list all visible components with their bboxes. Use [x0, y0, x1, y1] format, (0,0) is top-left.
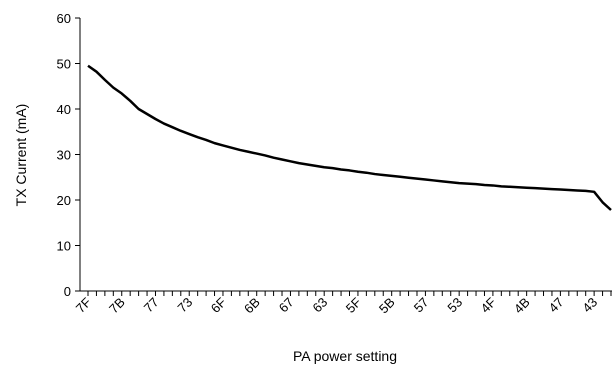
series-line	[87, 64, 612, 211]
x-tick-label: 57	[411, 295, 432, 316]
x-tick-label: 5F	[343, 294, 364, 315]
x-ticks: 7F 7B 77 73 6F 6B 67 63 5F 5B 57 53 4F 4B 47 43	[73, 291, 612, 317]
y-axis-title: TX Current (mA)	[13, 104, 29, 207]
x-tick-label: 7F	[73, 294, 94, 315]
x-tick-label: 73	[175, 295, 196, 316]
x-tick-label: 47	[546, 295, 567, 316]
x-axis-title: PA power setting	[293, 348, 397, 364]
y-tick-label: 50	[57, 57, 71, 72]
x-tick-label: 5B	[376, 295, 398, 317]
x-tick-label: 53	[444, 295, 465, 316]
y-tick-label: 0	[64, 284, 71, 299]
x-tick-label: 4F	[478, 294, 499, 315]
y-tick-label: 30	[57, 148, 71, 163]
x-tick-label: 77	[141, 295, 162, 316]
y-tick-label: 60	[57, 11, 71, 26]
x-tick-label: 7B	[106, 295, 128, 317]
x-tick-label: 63	[309, 295, 330, 316]
y-tick-label: 10	[57, 239, 71, 254]
y-tick-label: 20	[57, 193, 71, 208]
x-tick-label: 43	[579, 295, 600, 316]
x-tick-label: 6F	[208, 294, 229, 315]
x-tick-label: 4B	[511, 295, 533, 317]
x-tick-label: 6B	[241, 295, 263, 317]
x-tick-label: 67	[276, 295, 297, 316]
y-tick-label: 40	[57, 102, 71, 117]
y-ticks: 0 10 20 30 40 50 60	[57, 11, 80, 299]
